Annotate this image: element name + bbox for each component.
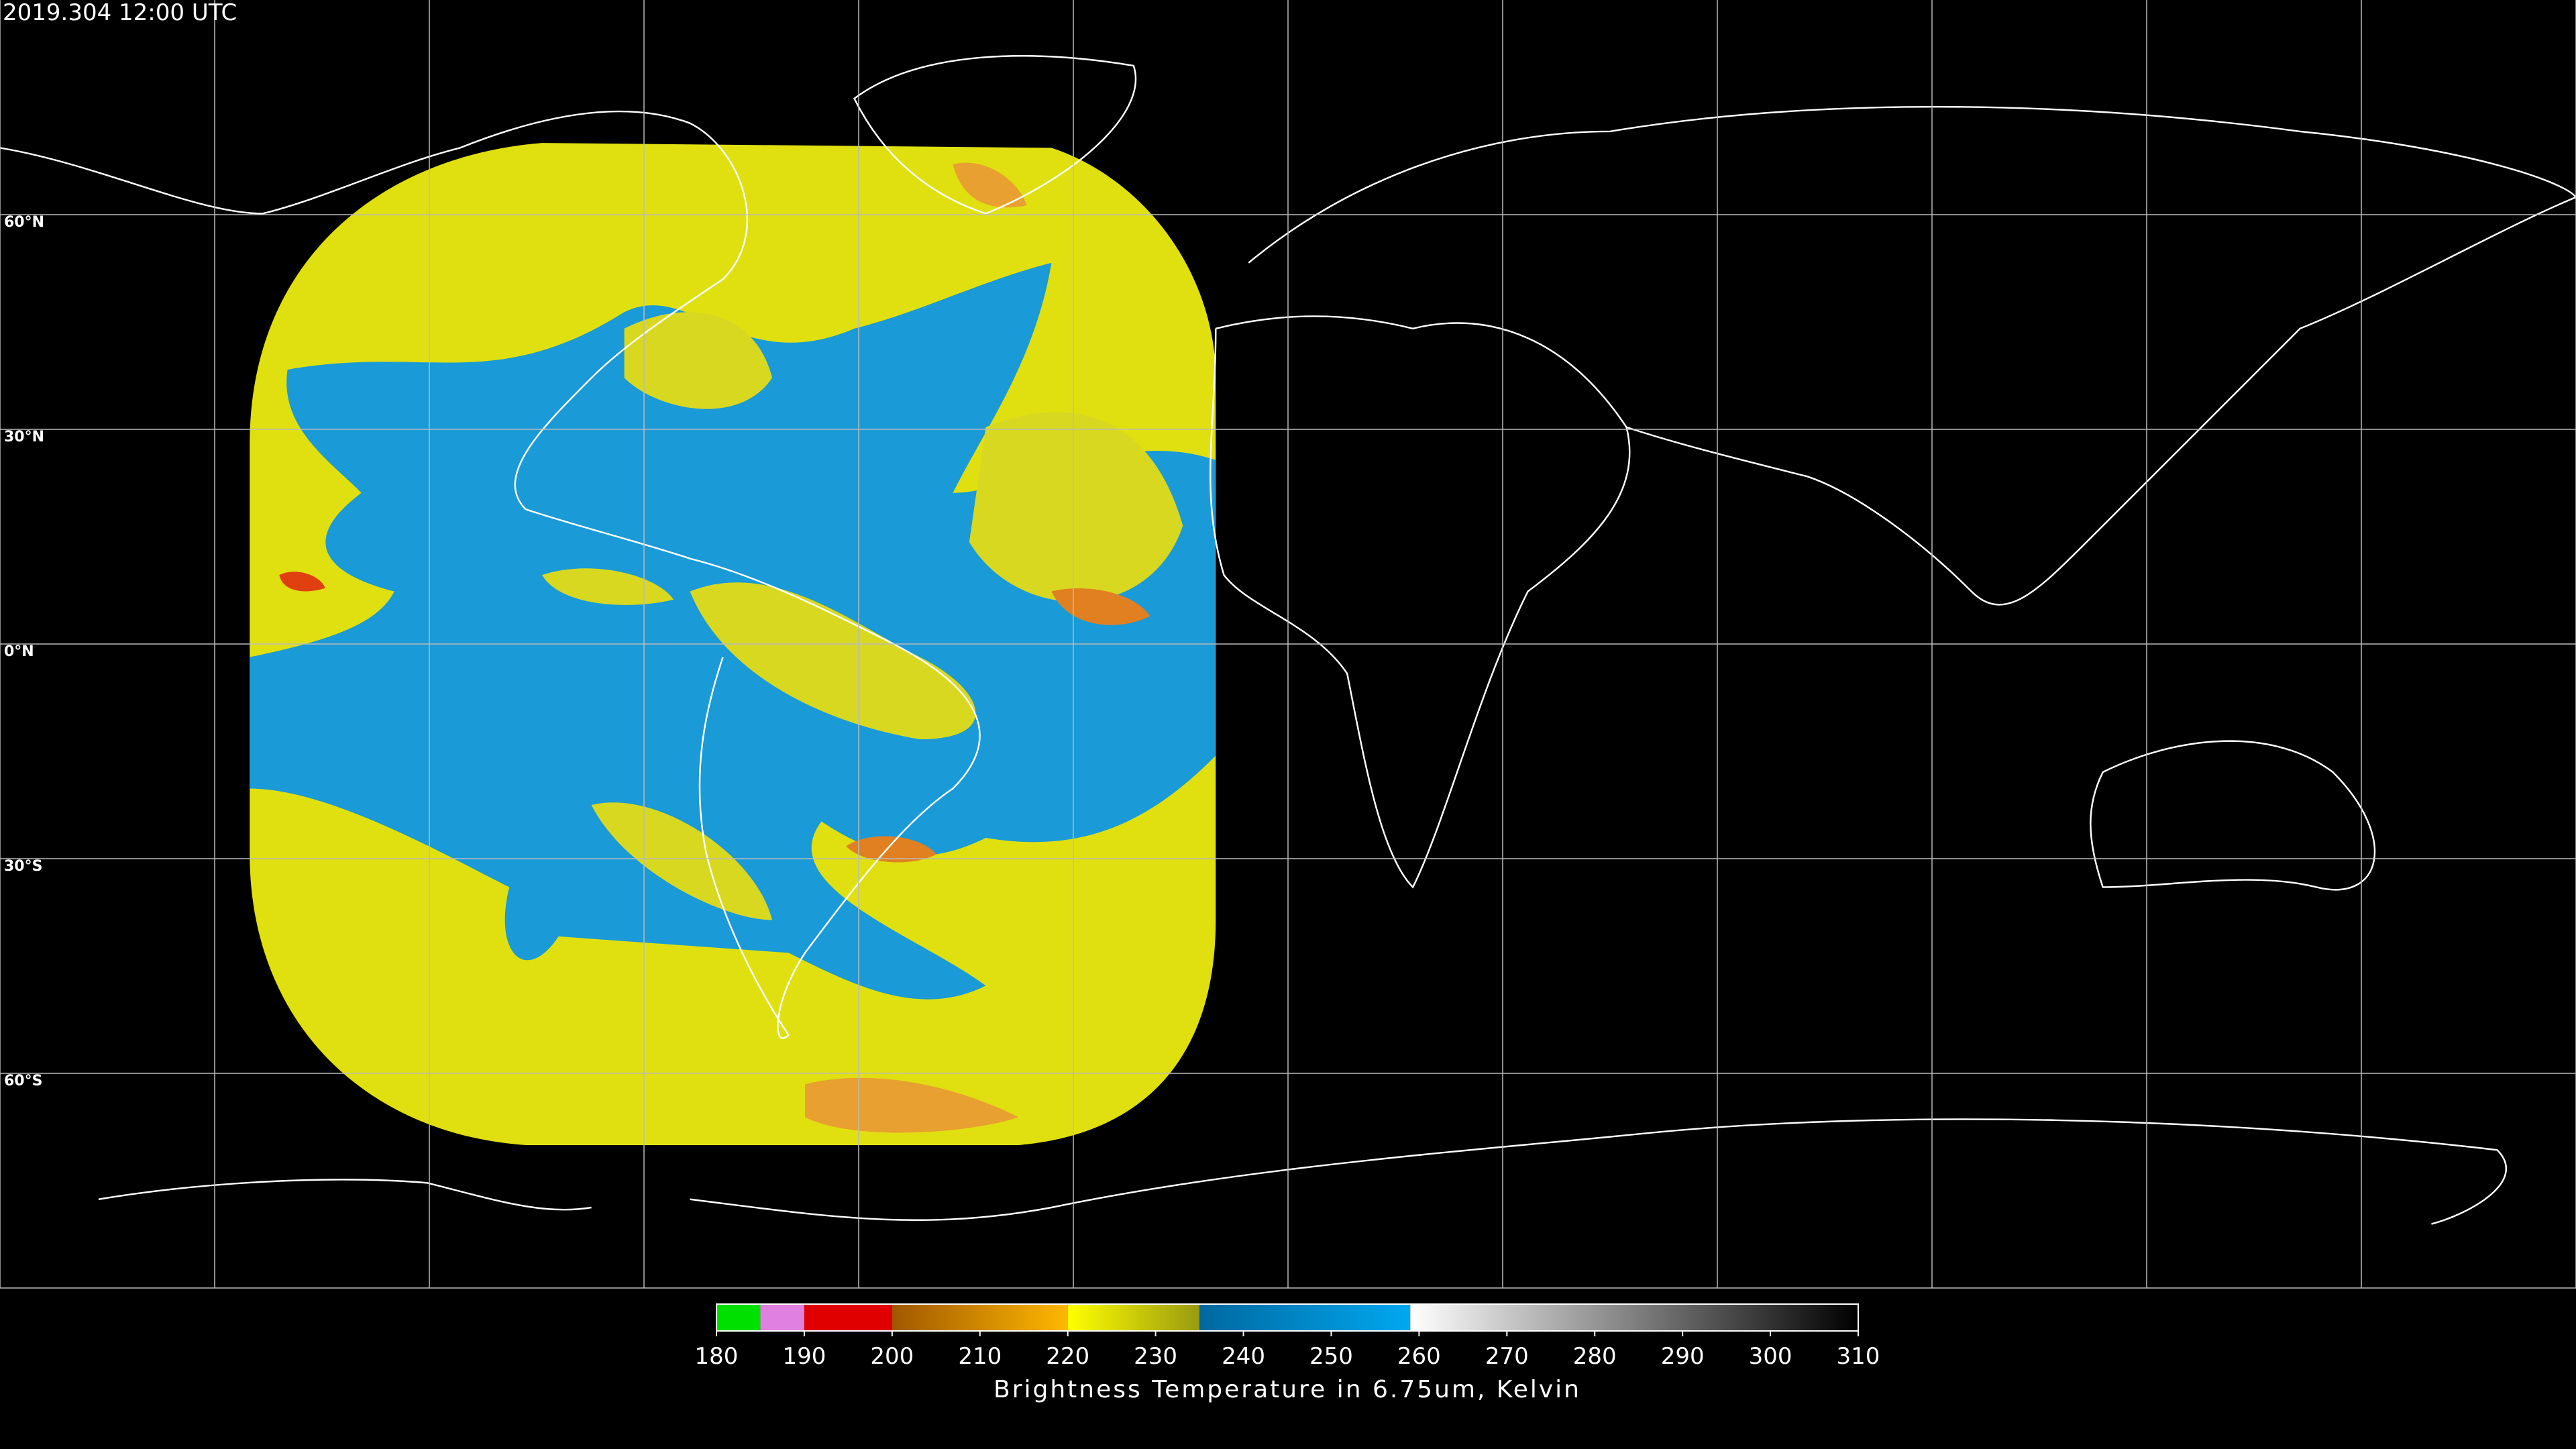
colorbar-tick-label: 280 [1573,1343,1617,1370]
colorbar-tick-label: 310 [1837,1343,1880,1370]
colorbar-frame [716,1303,1859,1332]
colorbar-segment [760,1304,804,1331]
colorbar-tick-label: 240 [1222,1343,1265,1370]
latitude-label: 60°N [4,214,44,231]
colorbar-tick-label: 260 [1397,1343,1441,1370]
orange-patch [1051,588,1150,625]
coastline [98,1179,592,1211]
yellow-patch [624,312,773,409]
latitude-label: 30°S [4,858,42,875]
colorbar-tick-label: 270 [1485,1343,1529,1370]
orange-patch [279,572,325,592]
colorbar-tick-label: 250 [1309,1343,1353,1370]
coastline [0,110,981,1039]
colorbar-label: Brightness Temperature in 6.75um, Kelvin [994,1376,1581,1403]
colorbar-tick-label: 230 [1134,1343,1177,1370]
colorbar-tick-label: 210 [958,1343,1002,1370]
coastline [690,1118,2508,1225]
timestamp: 2019.304 12:00 UTC [3,0,237,26]
orange-patch [953,162,1027,208]
colorbar-segment [892,1304,1068,1331]
colorbar-tick-label: 220 [1046,1343,1089,1370]
yellow-patch [591,802,773,920]
graticule [0,0,2576,1289]
orange-patch [846,836,936,863]
yellow-patch [690,582,976,740]
coastline [1210,315,1631,889]
colorbar-segment [804,1304,892,1331]
coastline [1248,105,2576,606]
colorbar-tick-label: 300 [1749,1343,1792,1370]
yellow-patch [969,412,1183,602]
colorbar-tick-label: 200 [870,1343,914,1370]
latitude-label: 30°N [4,429,44,445]
colorbar-segment [1410,1304,1858,1331]
colorbar-segment [1067,1304,1200,1331]
latitude-label: 0°N [4,643,34,660]
colorbar-tick-label: 190 [782,1343,826,1370]
coastlines [0,55,2576,1225]
colorbar-tick-label: 290 [1661,1343,1705,1370]
colorbar-segment [716,1304,761,1331]
latitude-labels: 60°N 30°N 0°N 30°S 60°S [4,214,44,1089]
colorbar-segment [1199,1304,1411,1331]
latitude-label: 60°S [4,1073,42,1089]
colorbar: 180 190 200 210 220 230 240 250 260 270 280 290 300 3… [695,1303,1880,1370]
coastline [853,55,1137,215]
colorbar-tick-label: 180 [695,1343,739,1370]
coastline [2090,740,2376,891]
yellow-patch [542,568,674,605]
